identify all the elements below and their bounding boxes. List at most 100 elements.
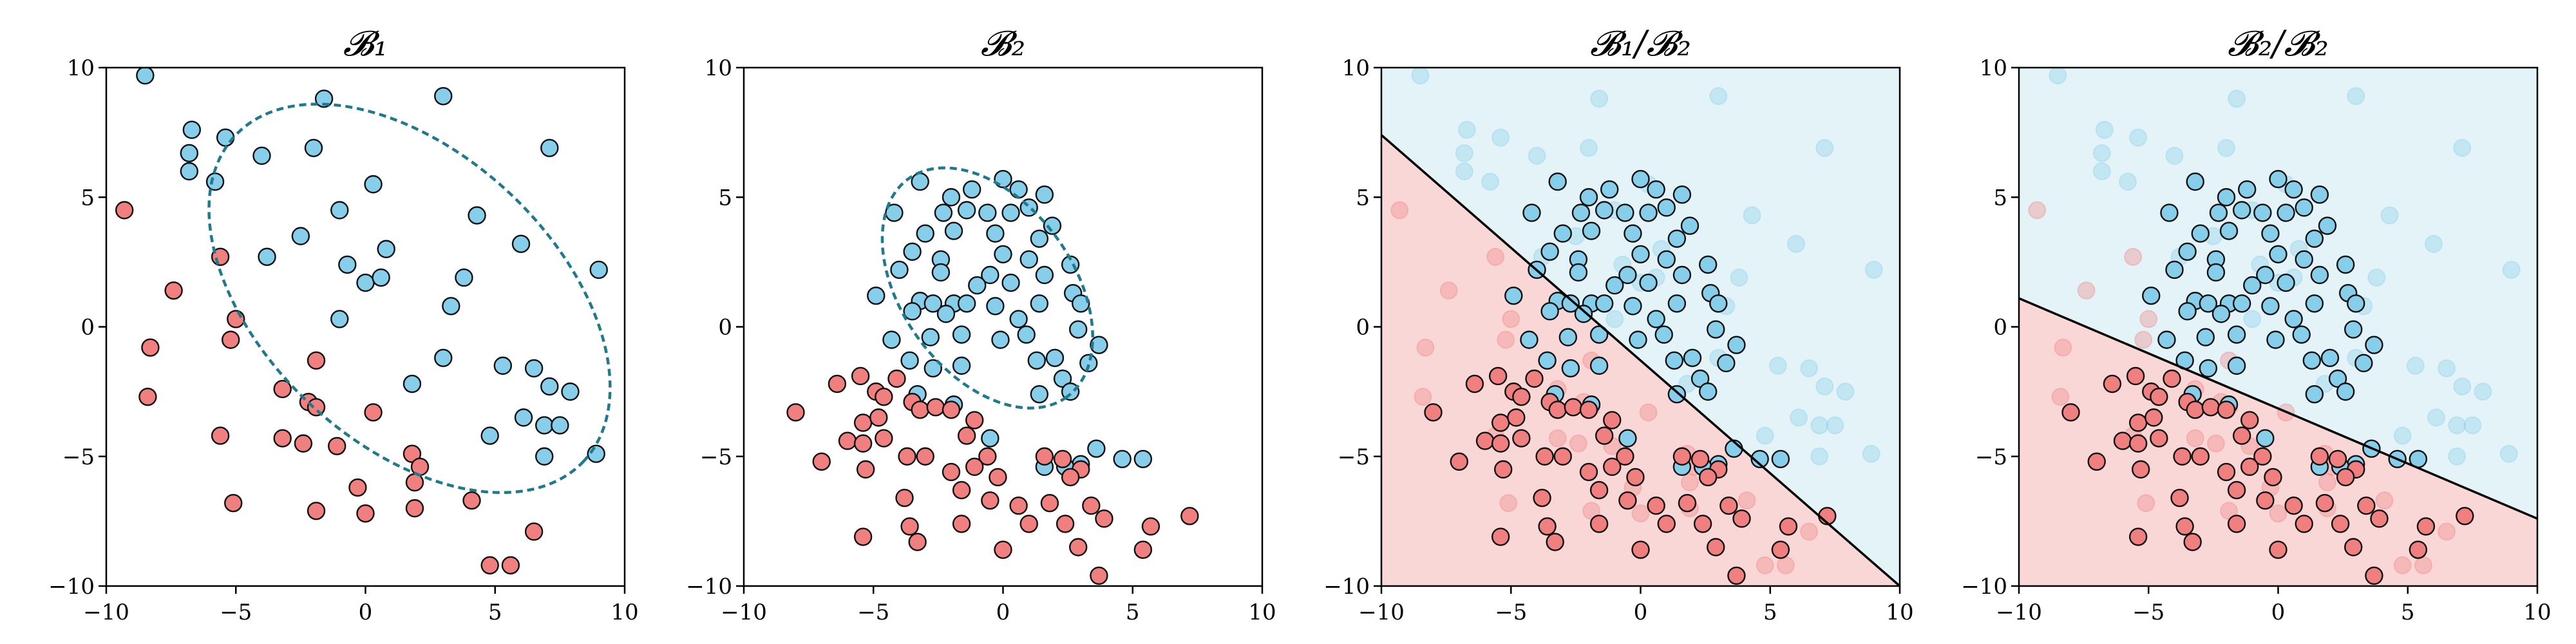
faded-point-red (2414, 556, 2432, 574)
data-point-red (2150, 387, 2168, 406)
data-point-red (1603, 457, 1622, 477)
data-point-blue (535, 416, 554, 435)
data-point-blue (216, 128, 235, 147)
data-point-red (2128, 434, 2148, 453)
data-point-blue (180, 144, 198, 163)
data-point-red (1090, 566, 1108, 585)
faded-point-blue (2347, 87, 2365, 106)
points (1390, 68, 1883, 585)
data-point-blue (252, 146, 271, 166)
data-point-blue (1618, 265, 1637, 285)
x-tick-label: −5 (2132, 600, 2164, 625)
data-point-blue (551, 416, 569, 435)
chart-title: 𝓑₂ (981, 23, 1025, 64)
data-point-blue (1009, 310, 1028, 328)
data-point-blue (890, 260, 909, 279)
y-tick-label: −10 (1961, 574, 2007, 600)
data-point-blue (2305, 384, 2324, 404)
data-point-blue (2261, 224, 2280, 243)
data-point-red (1535, 447, 1554, 466)
x-tick-label: 5 (488, 600, 502, 625)
data-point-red (1538, 517, 1557, 536)
faded-point-blue (1810, 416, 1829, 435)
data-point-red (2409, 540, 2428, 559)
data-point-red (853, 527, 873, 546)
data-point-blue (402, 374, 422, 393)
y-tick-label: 5 (1356, 185, 1370, 211)
data-point-red (898, 447, 916, 466)
data-point-red (911, 401, 929, 419)
faded-point-red (1439, 281, 1458, 300)
faded-point-blue (1528, 146, 1546, 165)
data-point-blue (136, 68, 155, 85)
data-point-blue (2305, 229, 2324, 248)
data-point-red (2357, 497, 2376, 515)
data-point-blue (2295, 250, 2313, 269)
data-point-red (2328, 450, 2347, 468)
data-point-blue (994, 245, 1012, 263)
faded-point-blue (1411, 68, 1430, 85)
data-point-blue (1683, 348, 1702, 367)
faded-point-blue (2438, 359, 2456, 377)
data-point-blue (180, 162, 198, 181)
data-point-blue (986, 224, 1005, 243)
faded-point-blue (2448, 416, 2467, 435)
data-point-blue (2344, 320, 2363, 339)
data-point-blue (1624, 297, 1642, 316)
data-point-red (1707, 538, 1725, 556)
faded-point-blue (1730, 269, 1748, 287)
data-point-blue (2336, 382, 2355, 401)
data-point-blue (561, 382, 580, 401)
data-point-blue (1540, 242, 1559, 261)
data-point-blue (1030, 294, 1049, 313)
faded-point-blue (2448, 447, 2467, 466)
data-point-red (1657, 515, 1676, 533)
y-tick-label: 10 (705, 55, 732, 81)
data-point-blue (944, 222, 963, 240)
faded-point-red (1414, 388, 1432, 406)
data-point-blue (2219, 222, 2239, 240)
data-point-blue (916, 224, 934, 243)
faded-point-red (1486, 247, 1505, 266)
data-point-blue (2336, 255, 2355, 274)
data-point-red (1491, 434, 1510, 453)
data-point-blue (1009, 180, 1028, 199)
data-point-blue (1616, 204, 1634, 222)
y-tick-label: −5 (700, 444, 732, 470)
faded-point-blue (2243, 310, 2262, 328)
faded-point-blue (2092, 144, 2111, 162)
faded-point-red (1631, 504, 1650, 523)
data-point-red (2183, 533, 2202, 551)
data-point-blue (1043, 216, 1062, 235)
x-tick-label: 10 (1886, 600, 1913, 625)
data-point-red (900, 517, 919, 536)
data-point-red (1779, 517, 1798, 536)
data-point-red (875, 429, 893, 448)
data-point-blue (1540, 302, 1559, 321)
data-point-blue (1035, 265, 1054, 285)
data-point-blue (2277, 204, 2295, 222)
data-point-blue (587, 444, 605, 463)
data-point-blue (2191, 224, 2210, 243)
data-point-red (405, 473, 424, 492)
faded-point-blue (1580, 138, 1598, 157)
data-point-blue (540, 377, 559, 396)
x-tick-label: −5 (1495, 600, 1527, 625)
data-point-blue (1030, 384, 1049, 404)
faded-point-red (2051, 388, 2070, 406)
data-point-red (501, 556, 520, 574)
data-point-red (1133, 540, 1153, 559)
data-point-red (1493, 460, 1513, 479)
data-point-red (1548, 401, 1567, 419)
faded-point-red (1756, 556, 1774, 574)
data-point-red (812, 452, 831, 471)
data-point-red (1546, 533, 1564, 551)
x-tick-label: −5 (857, 600, 889, 625)
faded-point-blue (1455, 162, 1473, 180)
data-point-red (2416, 517, 2436, 536)
data-point-red (2170, 488, 2189, 507)
chart-panel-3: −10 −5 0 5 10 10 5 0 −5 −10 𝓑₁/𝓑₂ (1323, 23, 1913, 625)
data-point-red (2253, 447, 2272, 466)
chart-title: 𝓑₁/𝓑₂ (1590, 23, 1691, 64)
faded-point-blue (2406, 356, 2425, 375)
